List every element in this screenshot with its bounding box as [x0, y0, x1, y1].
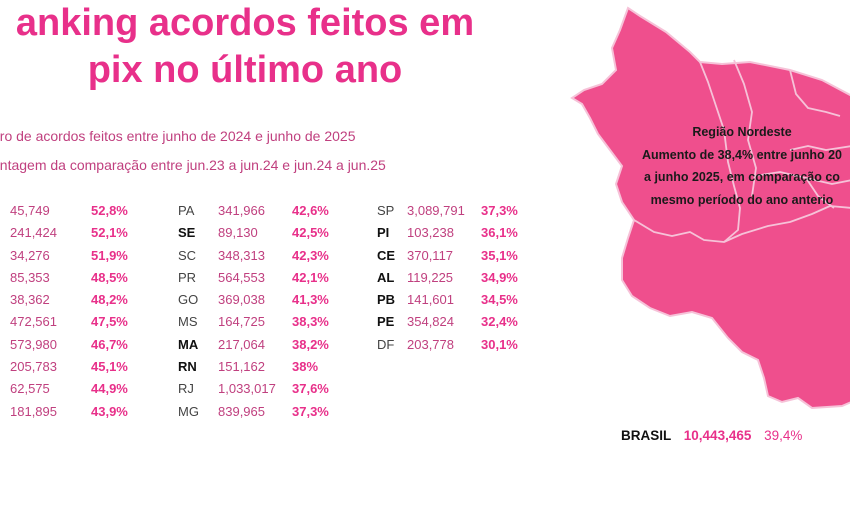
title-line-1: anking acordos feitos em — [15, 2, 475, 44]
brasil-percent: 39,4% — [764, 428, 803, 443]
growth-percent: 42,1% — [292, 269, 329, 285]
agreement-count: 62,575 — [10, 381, 50, 397]
region-line-1: Aumento de 38,4% entre junho 20 — [641, 147, 843, 162]
agreement-count: 839,965 — [218, 403, 265, 419]
agreement-count: 370,117 — [407, 247, 454, 263]
growth-percent: 52,1% — [91, 225, 128, 241]
growth-percent: 48,2% — [91, 292, 128, 308]
agreement-count: 34,276 — [10, 247, 50, 263]
state-borders — [633, 59, 850, 243]
growth-percent: 42,3% — [292, 247, 329, 263]
growth-percent: 41,3% — [292, 292, 329, 308]
region-line-2: a junho 2025, em comparação co — [644, 170, 840, 184]
legend-count: ero de acordos feitos entre junho de 202… — [0, 128, 356, 144]
ma-ba-border — [633, 205, 850, 243]
agreement-count: 38,362 — [10, 292, 50, 308]
growth-percent: 42,6% — [292, 203, 329, 218]
growth-percent: 30,1% — [481, 336, 518, 352]
state-code: RJ — [178, 381, 194, 397]
growth-percent: 44,9% — [91, 381, 128, 397]
state-code: CE — [377, 247, 396, 263]
growth-percent: 36,1% — [481, 225, 518, 241]
state-code: GO — [178, 292, 199, 308]
agreement-count: 241,424 — [10, 225, 57, 241]
agreement-count: 217,064 — [218, 336, 265, 352]
ce-rn-border — [789, 69, 841, 117]
state-code: SP — [377, 203, 395, 218]
title-line-2: pix no último ano — [87, 49, 403, 91]
state-code: SC — [178, 247, 197, 263]
agreement-count: 89,130 — [218, 225, 258, 241]
legend-percent: entagem da comparação entre jun.23 a jun… — [0, 157, 386, 173]
agreement-count: 1,033,017 — [218, 381, 276, 397]
state-code: MA — [178, 336, 199, 352]
agreement-count: 341,966 — [218, 203, 265, 218]
agreement-count: 151,162 — [218, 359, 265, 375]
agreement-count: 348,313 — [218, 247, 265, 263]
growth-percent: 37,3% — [481, 203, 518, 218]
state-code: PI — [377, 225, 390, 241]
agreement-count: 369,038 — [218, 292, 265, 308]
brasil-label: BRASIL — [621, 428, 672, 443]
agreement-count: 564,553 — [218, 269, 265, 285]
growth-percent: 42,5% — [292, 225, 329, 241]
state-code: AL — [377, 269, 395, 285]
growth-percent: 34,5% — [481, 292, 518, 308]
state-code: MG — [178, 403, 199, 419]
agreement-count: 3,089,791 — [407, 203, 465, 218]
region-annotation: Região Nordeste Aumento de 38,4% entre j… — [612, 121, 850, 211]
state-code: PE — [377, 314, 395, 330]
agreement-count: 45,749 — [10, 203, 50, 218]
state-code: PA — [178, 203, 195, 218]
agreement-count: 103,238 — [407, 225, 454, 241]
nordeste-map — [570, 6, 850, 410]
growth-percent: 52,8% — [91, 203, 128, 218]
state-code: PR — [178, 269, 197, 285]
growth-percent: 45,1% — [91, 359, 128, 375]
state-code: RN — [178, 359, 197, 375]
growth-percent: 37,3% — [292, 403, 329, 419]
growth-percent: 47,5% — [91, 314, 128, 330]
growth-percent: 38,2% — [292, 336, 329, 352]
pi-ce-border — [733, 59, 757, 197]
growth-percent: 34,9% — [481, 269, 518, 285]
growth-percent: 35,1% — [481, 247, 518, 263]
growth-percent: 48,5% — [91, 269, 128, 285]
growth-percent: 32,4% — [481, 314, 518, 330]
state-code: PB — [377, 292, 396, 308]
agreement-count: 573,980 — [10, 336, 57, 352]
state-code: DF — [377, 336, 395, 352]
growth-percent: 51,9% — [91, 247, 128, 263]
region-line-3: mesmo período do ano anterio — [650, 192, 834, 207]
growth-percent: 37,6% — [292, 381, 329, 397]
agreement-count: 354,824 — [407, 314, 454, 330]
agreement-count: 119,225 — [407, 269, 454, 285]
agreement-count: 164,725 — [218, 314, 265, 330]
region-title: Região Nordeste — [692, 125, 792, 139]
agreement-count: 472,561 — [10, 314, 57, 330]
al-se-border — [805, 177, 835, 209]
agreement-count: 205,783 — [10, 359, 57, 375]
growth-percent: 38,3% — [292, 314, 329, 330]
brasil-value: 10,443,465 — [683, 428, 752, 443]
growth-percent: 38% — [292, 359, 319, 375]
state-code: SE — [178, 225, 196, 241]
growth-percent: 43,9% — [91, 403, 128, 419]
agreement-count: 181,895 — [10, 403, 57, 419]
page-title: anking acordos feitos em pix no último a… — [0, 0, 550, 94]
agreement-count: 141,601 — [407, 292, 454, 308]
agreement-count: 203,778 — [407, 336, 454, 352]
state-code: MS — [178, 314, 198, 330]
growth-percent: 46,7% — [91, 336, 128, 352]
brasil-total: BRASIL 10,443,465 39,4% — [621, 428, 802, 443]
ma-pi-border — [699, 61, 741, 243]
agreement-count: 85,353 — [10, 269, 50, 285]
pb-pe-border — [789, 145, 850, 151]
